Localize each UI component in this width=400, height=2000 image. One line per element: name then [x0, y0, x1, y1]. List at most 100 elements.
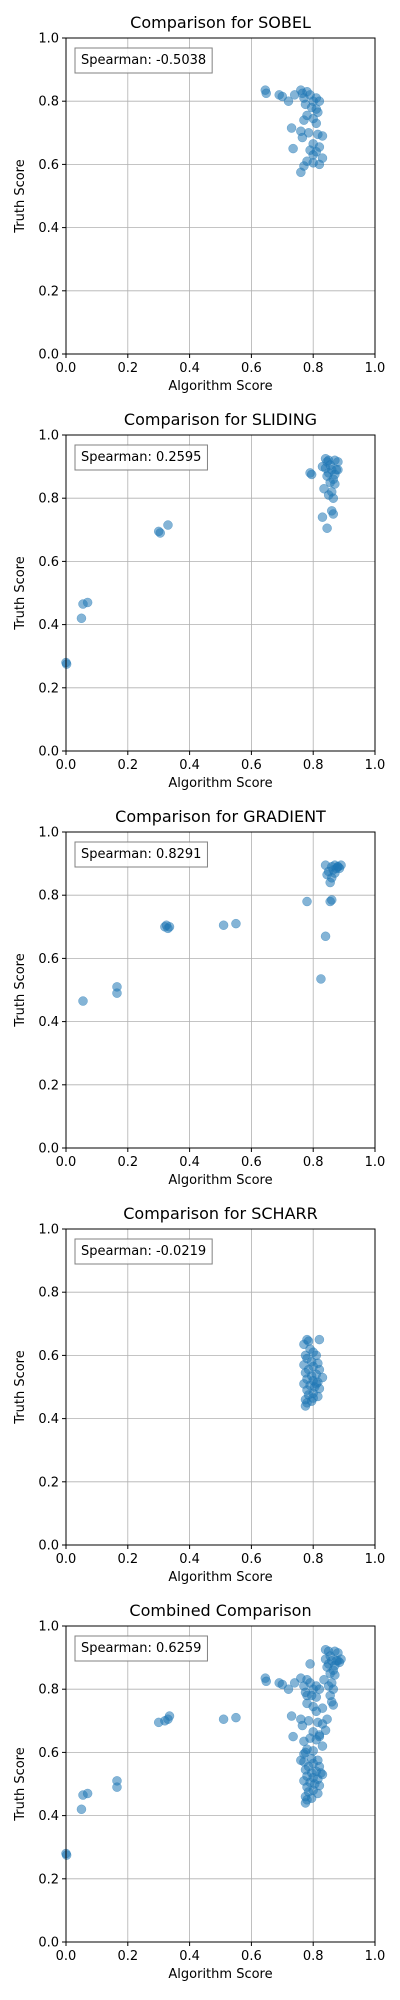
data-point: [231, 918, 241, 929]
data-point: [314, 1731, 325, 1742]
data-point: [231, 1712, 241, 1723]
x-tick-label: 0.6: [241, 758, 262, 773]
data-point: [308, 1746, 318, 1756]
data-point: [283, 1684, 294, 1694]
data-point: [325, 877, 335, 888]
data-point: [305, 1659, 315, 1669]
y-tick-label: 0.2: [38, 1078, 59, 1093]
y-tick-label: 0.0: [38, 1142, 59, 1157]
data-point: [317, 512, 328, 522]
x-axis-label: Algorithm Score: [168, 1173, 272, 1188]
data-point: [317, 131, 328, 141]
x-tick-label: 0.8: [303, 758, 324, 773]
data-point: [300, 1401, 311, 1411]
data-point: [297, 132, 308, 143]
data-point: [296, 167, 306, 178]
spearman-annotation: Spearman: 0.2595: [81, 450, 201, 465]
x-tick-label: 0.6: [241, 1949, 262, 1964]
y-tick-label: 0.2: [38, 284, 59, 299]
data-point: [112, 1776, 122, 1786]
data-point: [302, 896, 312, 907]
x-axis-label: Algorithm Score: [168, 776, 272, 791]
data-point: [302, 1690, 312, 1701]
x-tick-label: 0.8: [303, 361, 324, 376]
annotation-box: [74, 1635, 208, 1662]
x-tick-label: 0.0: [56, 1552, 77, 1567]
data-point: [300, 1747, 311, 1758]
x-tick-label: 0.0: [56, 758, 77, 773]
y-tick-label: 0.0: [38, 1936, 59, 1951]
data-point: [330, 1670, 340, 1680]
data-point: [316, 974, 326, 984]
data-point: [164, 922, 175, 932]
data-point: [311, 1692, 322, 1702]
x-tick-label: 0.4: [179, 1552, 200, 1567]
y-tick-label: 0.6: [38, 1349, 59, 1364]
y-tick-label: 0.4: [38, 618, 59, 633]
data-point: [283, 96, 294, 106]
x-tick-label: 0.2: [117, 1155, 138, 1170]
data-point: [326, 895, 337, 905]
data-point: [288, 1731, 298, 1742]
chart-title: Comparison for SLIDING: [124, 410, 317, 429]
x-tick-label: 1.0: [365, 361, 386, 376]
y-tick-label: 0.8: [38, 95, 59, 110]
y-tick-label: 0.6: [38, 158, 59, 173]
x-tick-label: 0.6: [241, 1155, 262, 1170]
scatter-points: [61, 1644, 346, 1860]
data-point: [286, 123, 297, 133]
x-tick-label: 0.2: [117, 1949, 138, 1964]
y-tick-label: 0.6: [38, 555, 59, 570]
plot-frame: [65, 434, 376, 752]
data-point: [314, 1684, 325, 1694]
data-point: [322, 1714, 332, 1724]
annotation-box: [74, 444, 208, 471]
data-point: [78, 996, 88, 1006]
data-point: [82, 1788, 93, 1799]
spearman-annotation: Spearman: -0.0219: [81, 1244, 206, 1259]
data-point: [308, 150, 318, 160]
data-point: [261, 1676, 271, 1687]
spearman-annotation: Spearman: 0.6259: [81, 1641, 201, 1656]
data-point: [306, 469, 317, 480]
x-tick-label: 1.0: [365, 1552, 386, 1567]
x-tick-label: 0.2: [117, 1552, 138, 1567]
x-tick-label: 0.6: [241, 1552, 262, 1567]
y-tick-label: 0.4: [38, 1015, 59, 1030]
data-point: [82, 597, 93, 608]
spearman-annotation: Spearman: -0.5038: [81, 53, 206, 68]
x-tick-label: 1.0: [365, 1949, 386, 1964]
y-axis-label: Truth Score: [13, 556, 28, 631]
x-tick-label: 1.0: [365, 758, 386, 773]
plot-frame: [65, 831, 376, 1149]
x-tick-label: 0.8: [303, 1552, 324, 1567]
x-tick-label: 0.8: [303, 1155, 324, 1170]
x-tick-label: 1.0: [365, 1155, 386, 1170]
chart-panel: Comparison for GRADIENT 0.0 0.2 0.4 0.6 0.8 1.…: [13, 807, 385, 1188]
data-point: [328, 509, 339, 519]
data-point: [286, 1711, 297, 1721]
data-point: [328, 1700, 339, 1710]
annotation-box: [74, 47, 213, 74]
x-axis-label: Algorithm Score: [168, 379, 272, 394]
scatter-points: [61, 453, 343, 669]
y-tick-label: 0.2: [38, 681, 59, 696]
y-axis-label: Truth Score: [13, 953, 28, 1028]
data-point: [317, 461, 328, 472]
y-tick-label: 0.8: [38, 492, 59, 507]
y-tick-label: 0.2: [38, 1475, 59, 1490]
y-axis-label: Truth Score: [13, 159, 28, 234]
data-point: [61, 1850, 72, 1860]
x-tick-label: 0.2: [117, 361, 138, 376]
y-tick-label: 1.0: [38, 32, 59, 47]
y-tick-label: 1.0: [38, 826, 59, 841]
data-point: [155, 528, 165, 538]
y-tick-label: 0.0: [38, 1539, 59, 1554]
data-point: [299, 1736, 309, 1747]
plot-frame: [65, 37, 376, 355]
chart-title: Comparison for SOBEL: [130, 13, 311, 32]
data-point: [311, 1379, 322, 1389]
data-point: [330, 479, 340, 489]
y-tick-label: 0.0: [38, 745, 59, 760]
data-point: [322, 523, 332, 533]
